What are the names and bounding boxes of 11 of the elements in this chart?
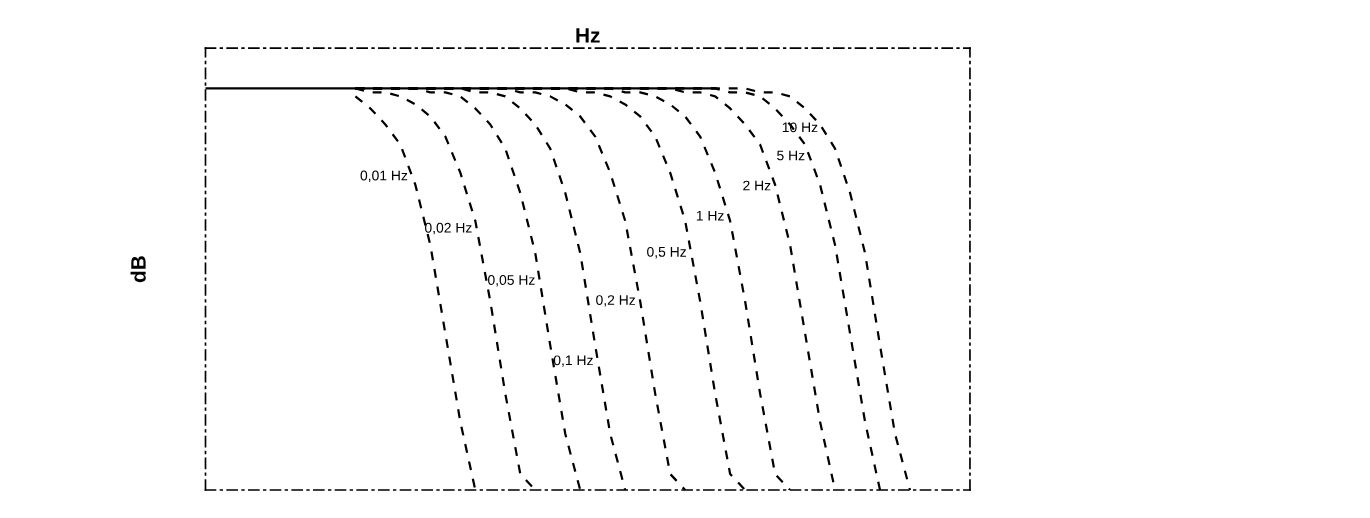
series-label: 0,1 Hz bbox=[553, 355, 593, 367]
series-label: 0,02 Hz bbox=[424, 222, 472, 235]
series-label: 0,2 Hz bbox=[596, 295, 636, 307]
series-label: 1 Hz bbox=[696, 210, 724, 221]
series-label: 5 Hz bbox=[777, 150, 805, 161]
series-label: 2 Hz bbox=[743, 180, 771, 191]
series-label: 0,5 Hz bbox=[647, 246, 686, 259]
y-axis-title: dB bbox=[130, 256, 146, 283]
series-label: 0,05 Hz bbox=[488, 275, 535, 287]
x-axis-title: Hz bbox=[576, 28, 600, 43]
series-label: 0,01 Hz bbox=[360, 170, 408, 183]
